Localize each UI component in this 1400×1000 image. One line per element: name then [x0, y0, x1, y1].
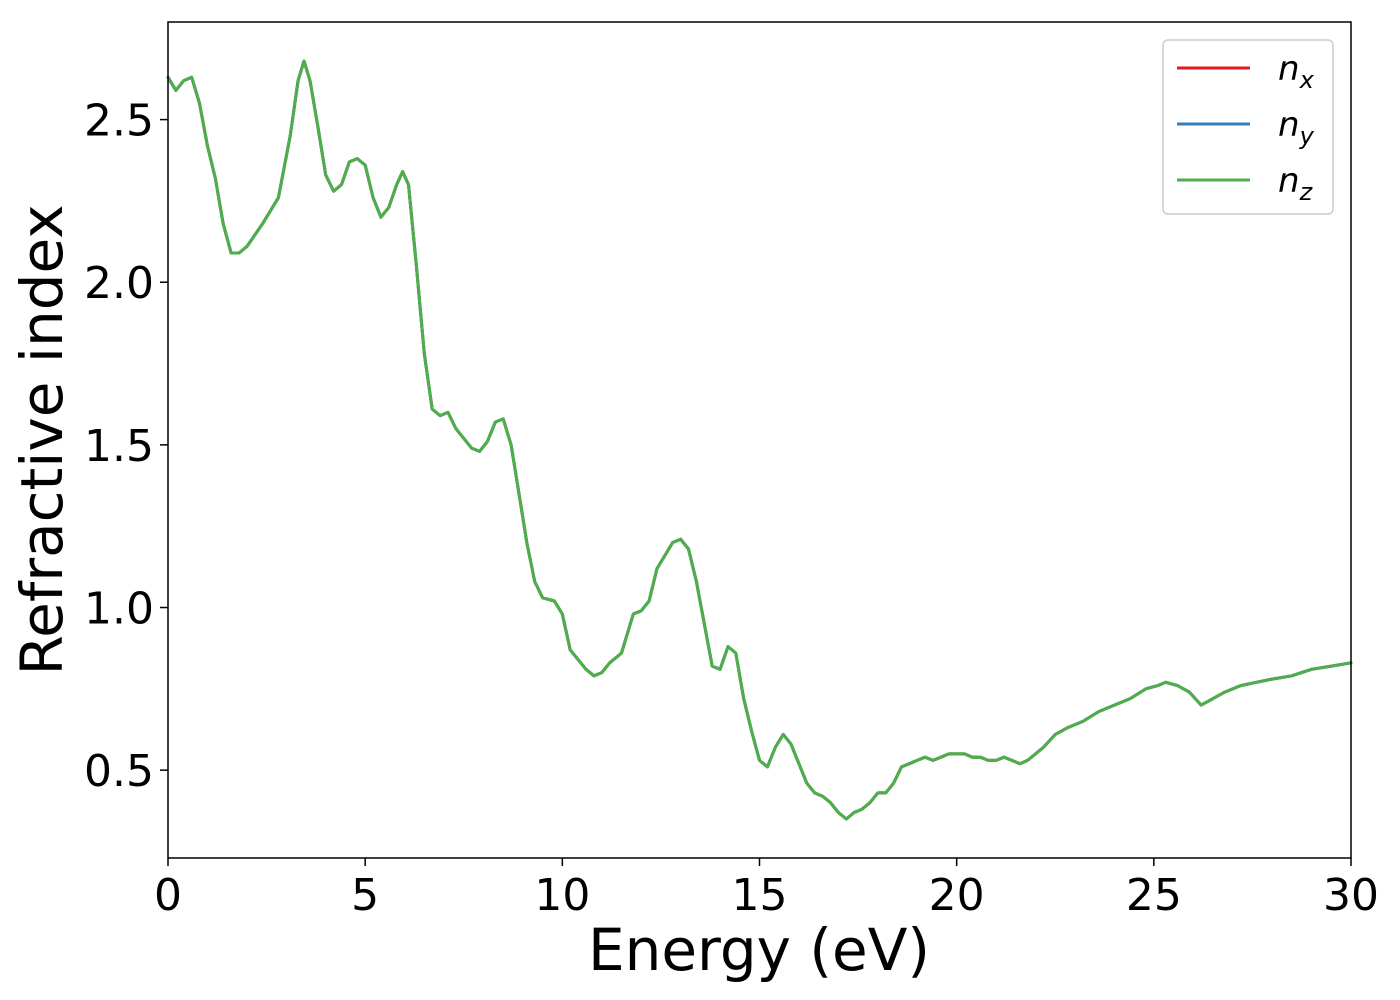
series-layer	[166, 59, 1353, 821]
y-tick-label: 2.5	[84, 96, 154, 147]
y-axis-label: Refractive index	[8, 204, 76, 675]
y-tick-label: 1.0	[84, 584, 154, 635]
y-tick-label: 2.0	[84, 258, 154, 309]
x-tick-label: 10	[534, 870, 590, 921]
plot-background	[168, 22, 1351, 858]
y-axis: 0.5 1.0 1.5 2.0 2.5	[84, 96, 168, 797]
legend-label-nx: nx	[1278, 49, 1315, 94]
legend-label-nz: nz	[1278, 161, 1314, 206]
legend: nx ny nz	[1162, 39, 1334, 215]
x-axis-label: Energy (eV)	[588, 916, 930, 984]
x-tick-label: 20	[929, 870, 985, 921]
x-tick-label: 15	[732, 870, 788, 921]
x-tick-label: 30	[1323, 870, 1379, 921]
legend-box	[1162, 39, 1334, 215]
y-tick-label: 0.5	[84, 746, 154, 797]
legend-label-ny: ny	[1278, 105, 1315, 150]
series-line-nz	[166, 59, 1353, 821]
x-tick-label: 0	[154, 870, 182, 921]
x-tick-label: 25	[1126, 870, 1182, 921]
y-tick-label: 1.5	[84, 421, 154, 472]
x-axis: 0 5 10 15 20 25 30	[154, 858, 1379, 921]
x-tick-label: 5	[351, 870, 379, 921]
